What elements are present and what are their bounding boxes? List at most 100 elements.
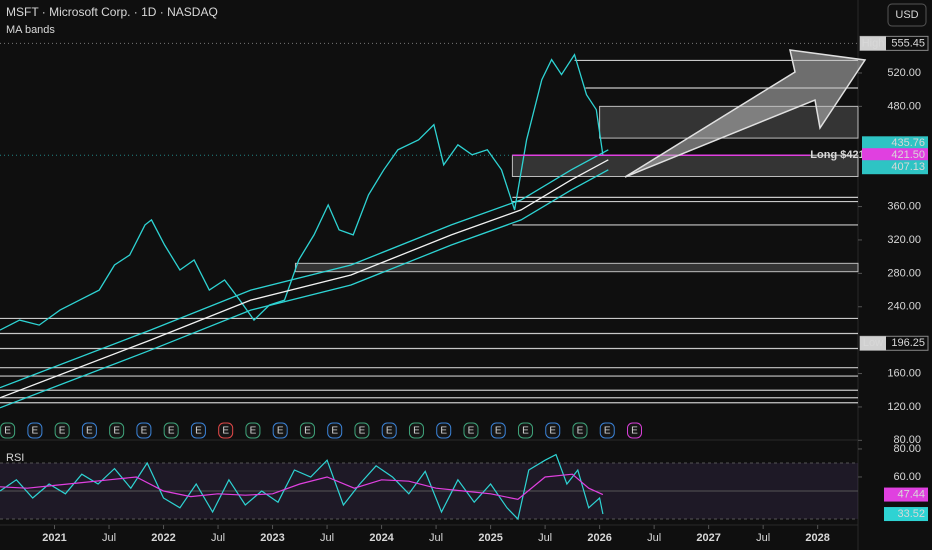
earnings-label: E	[522, 426, 529, 437]
line-series	[0, 149, 609, 389]
line-series	[0, 53, 604, 331]
price-badge	[862, 148, 928, 163]
high-tag	[860, 36, 886, 51]
y-tick-label: 520.00	[887, 67, 921, 79]
rsi-badge-label: 33.52	[897, 508, 925, 520]
earnings-marker	[109, 422, 125, 439]
currency[interactable]: USD	[895, 9, 918, 21]
zone	[294, 262, 859, 273]
line-series	[0, 159, 609, 399]
earnings-marker	[545, 422, 561, 439]
rsi-badge	[884, 487, 928, 502]
earnings-label: E	[331, 426, 338, 437]
high-tag-label: High	[862, 37, 885, 49]
earnings-label: E	[468, 426, 475, 437]
earnings-label: E	[304, 426, 311, 437]
earnings-label: E	[577, 426, 584, 437]
x-tick-label: 2022	[151, 532, 175, 544]
low-value: 196.25	[891, 337, 925, 349]
rsi-badge-label: 47.44	[897, 488, 925, 500]
earnings-label: E	[195, 426, 202, 437]
high-value: 555.45	[891, 37, 925, 49]
price-badge-label: 407.13	[891, 161, 925, 173]
price-badge-label: 435.76	[891, 137, 925, 149]
x-tick-label: 2024	[369, 532, 394, 544]
earnings-marker	[354, 422, 370, 439]
currency-button[interactable]	[887, 3, 927, 27]
earnings-marker	[517, 422, 533, 439]
line-series	[0, 169, 609, 409]
line-series	[0, 453, 604, 521]
earnings-label: E	[141, 426, 148, 437]
price-badge	[862, 160, 928, 175]
earnings-marker	[163, 422, 179, 439]
earnings-label: E	[168, 426, 175, 437]
x-tick-label: Jul	[429, 532, 443, 544]
earnings-marker	[490, 422, 506, 439]
y-tick-label: 320.00	[887, 234, 921, 246]
earnings-label: E	[250, 426, 257, 437]
arrow-drawing	[624, 49, 867, 178]
chart-subtitle: MA bands	[6, 24, 55, 36]
earnings-marker	[327, 422, 343, 439]
y-tick-label: 280.00	[887, 267, 921, 279]
earnings-label: E	[222, 426, 229, 437]
x-tick-label: Jul	[538, 532, 552, 544]
y-tick-label: 80.00	[893, 434, 921, 446]
earnings-marker	[627, 422, 643, 439]
earnings-marker	[381, 422, 397, 439]
earnings-marker	[436, 422, 452, 439]
earnings-marker	[190, 422, 206, 439]
earnings-label: E	[86, 426, 93, 437]
earnings-marker	[81, 422, 97, 439]
earnings-label: E	[604, 426, 611, 437]
earnings-marker	[27, 422, 43, 439]
x-tick-label: Jul	[756, 532, 770, 544]
earnings-label: E	[59, 426, 66, 437]
earnings-marker	[599, 422, 615, 439]
y-tick-label: 360.00	[887, 200, 921, 212]
x-tick-label: 2025	[478, 532, 502, 544]
earnings-marker	[136, 422, 152, 439]
price-badge-label: 421.50	[891, 149, 925, 161]
earnings-marker	[0, 422, 16, 439]
earnings-label: E	[549, 426, 556, 437]
x-tick-label: Jul	[211, 532, 225, 544]
y-tick-label: 160.00	[887, 367, 921, 379]
earnings-marker	[54, 422, 70, 439]
x-tick-label: Jul	[320, 532, 334, 544]
line-series	[0, 473, 604, 501]
earnings-marker	[272, 422, 288, 439]
earnings-label: E	[359, 426, 366, 437]
y-tick-label: 480.00	[887, 100, 921, 112]
earnings-marker	[299, 422, 315, 439]
earnings-label: E	[386, 426, 393, 437]
low-tag-label: Low	[863, 337, 883, 349]
x-tick-label: Jul	[647, 532, 661, 544]
earnings-marker	[463, 422, 479, 439]
x-tick-label: 2028	[805, 532, 829, 544]
earnings-marker	[218, 422, 234, 439]
x-tick-label: Jul	[102, 532, 116, 544]
x-tick-label: 2021	[42, 532, 66, 544]
rsi-badge	[884, 507, 928, 522]
chart-title: MSFT · Microsoft Corp. · 1D · NASDAQ	[6, 5, 218, 19]
y-tick-label: 120.00	[887, 401, 921, 413]
earnings-label: E	[495, 426, 502, 437]
earnings-label: E	[631, 426, 638, 437]
earnings-marker	[408, 422, 424, 439]
price-badge	[862, 136, 928, 151]
x-tick-label: 2027	[696, 532, 720, 544]
rsi-tick-label: 80.00	[893, 443, 921, 455]
earnings-marker	[245, 422, 261, 439]
earnings-label: E	[113, 426, 120, 437]
earnings-label: E	[440, 426, 447, 437]
earnings-label: E	[32, 426, 39, 437]
rsi-title: RSI	[6, 452, 24, 464]
earnings-label: E	[277, 426, 284, 437]
earnings-marker	[572, 422, 588, 439]
earnings-label: E	[4, 426, 11, 437]
